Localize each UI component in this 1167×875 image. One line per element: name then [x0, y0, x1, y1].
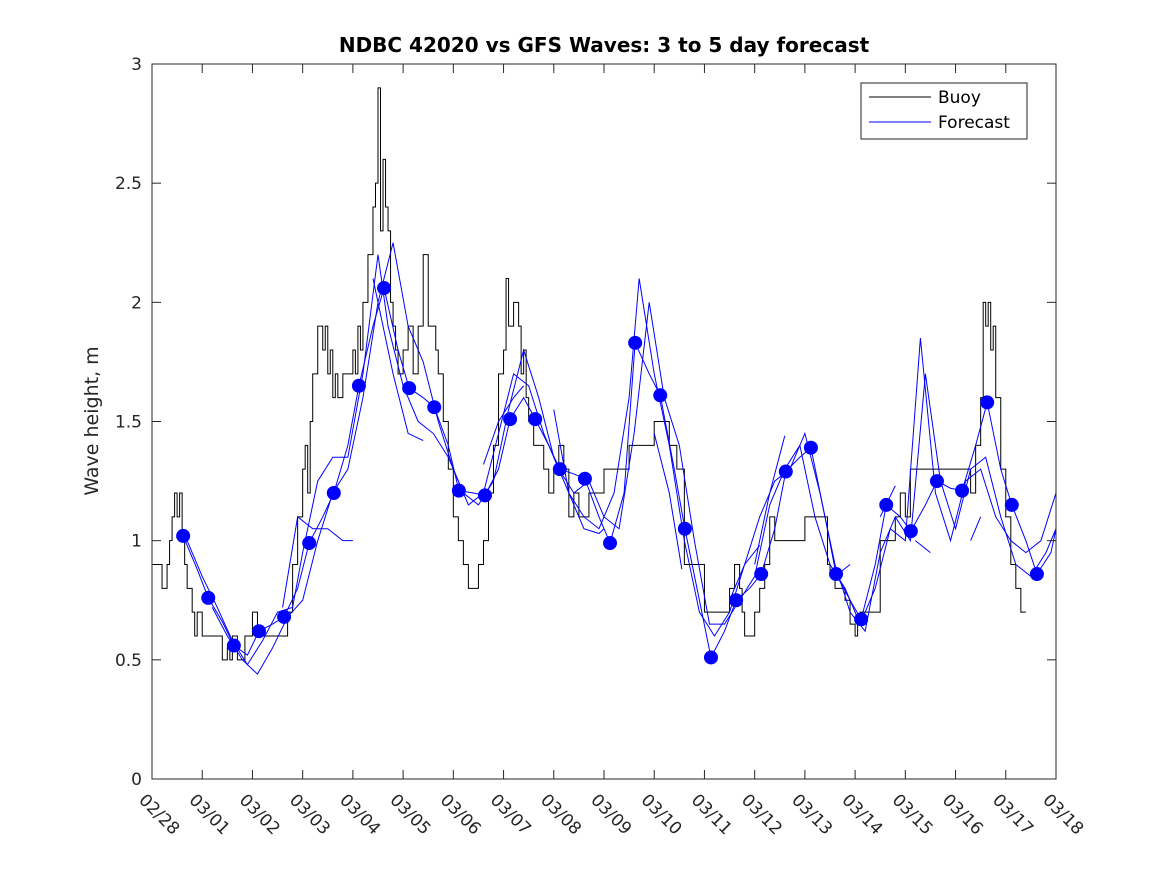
forecast-marker: [854, 612, 869, 627]
forecast-marker: [603, 536, 618, 551]
forecast-marker: [903, 524, 918, 539]
y-tick-label: 2: [131, 293, 142, 313]
forecast-marker: [955, 483, 970, 498]
y-tick-label: 0: [131, 770, 142, 790]
forecast-marker: [577, 471, 592, 486]
forecast-line: [372, 278, 424, 442]
y-tick-label: 0.5: [115, 651, 142, 671]
forecast-marker: [176, 528, 191, 543]
forecast-marker: [503, 412, 518, 427]
forecast-marker: [251, 624, 266, 639]
forecast-line: [970, 516, 982, 541]
forecast-marker: [677, 521, 692, 536]
legend-label-buoy: Buoy: [938, 88, 981, 108]
forecast-marker: [528, 412, 543, 427]
y-tick-label: 2.5: [115, 174, 142, 194]
forecast-marker: [402, 381, 417, 396]
forecast-marker: [778, 464, 793, 479]
forecast-marker: [326, 486, 341, 500]
forecast-marker: [302, 536, 317, 551]
forecast-marker: [703, 650, 718, 665]
forecast-line: [282, 515, 353, 608]
forecast-marker: [226, 638, 241, 653]
forecast-marker: [929, 474, 944, 489]
y-tick-label: 3: [131, 55, 142, 75]
forecast-line: [653, 433, 683, 570]
y-axis-label: Wave height, m: [81, 346, 103, 495]
forecast-marker: [879, 497, 894, 512]
forecast-marker: [451, 483, 466, 498]
forecast-marker: [754, 567, 769, 582]
y-tick-label: 1.5: [115, 413, 142, 433]
legend-label-forecast: Forecast: [938, 113, 1010, 133]
forecast-marker: [1029, 567, 1044, 582]
forecast-marker: [1004, 497, 1019, 512]
forecast-line: [186, 254, 1056, 666]
forecast-line: [211, 242, 1056, 675]
chart-title: NDBC 42020 vs GFS Waves: 3 to 5 day fore…: [339, 33, 870, 57]
forecast-marker: [980, 395, 995, 410]
forecast-marker: [653, 388, 668, 403]
markers-layer: [176, 281, 1044, 665]
forecast-marker: [729, 593, 744, 608]
forecast-marker: [201, 590, 216, 605]
forecast-marker: [829, 567, 844, 582]
forecast-line: [482, 385, 525, 465]
forecast-marker: [277, 609, 292, 624]
forecast-marker: [377, 281, 392, 296]
legend-box: [860, 82, 1028, 140]
y-tick-label: 1: [131, 532, 142, 552]
forecast-line: [754, 435, 786, 565]
forecast-marker: [552, 462, 567, 477]
forecast-line: [915, 540, 931, 553]
forecast-marker: [427, 400, 442, 415]
forecast-marker: [628, 335, 643, 350]
forecast-marker: [477, 488, 492, 503]
forecast-marker: [351, 378, 366, 393]
forecast-line: [729, 545, 761, 601]
y-axis: 0 0.5 1 1.5 2 2.5 3: [115, 55, 1056, 790]
forecast-marker: [803, 440, 818, 455]
legend: Buoy Forecast: [860, 82, 1028, 140]
